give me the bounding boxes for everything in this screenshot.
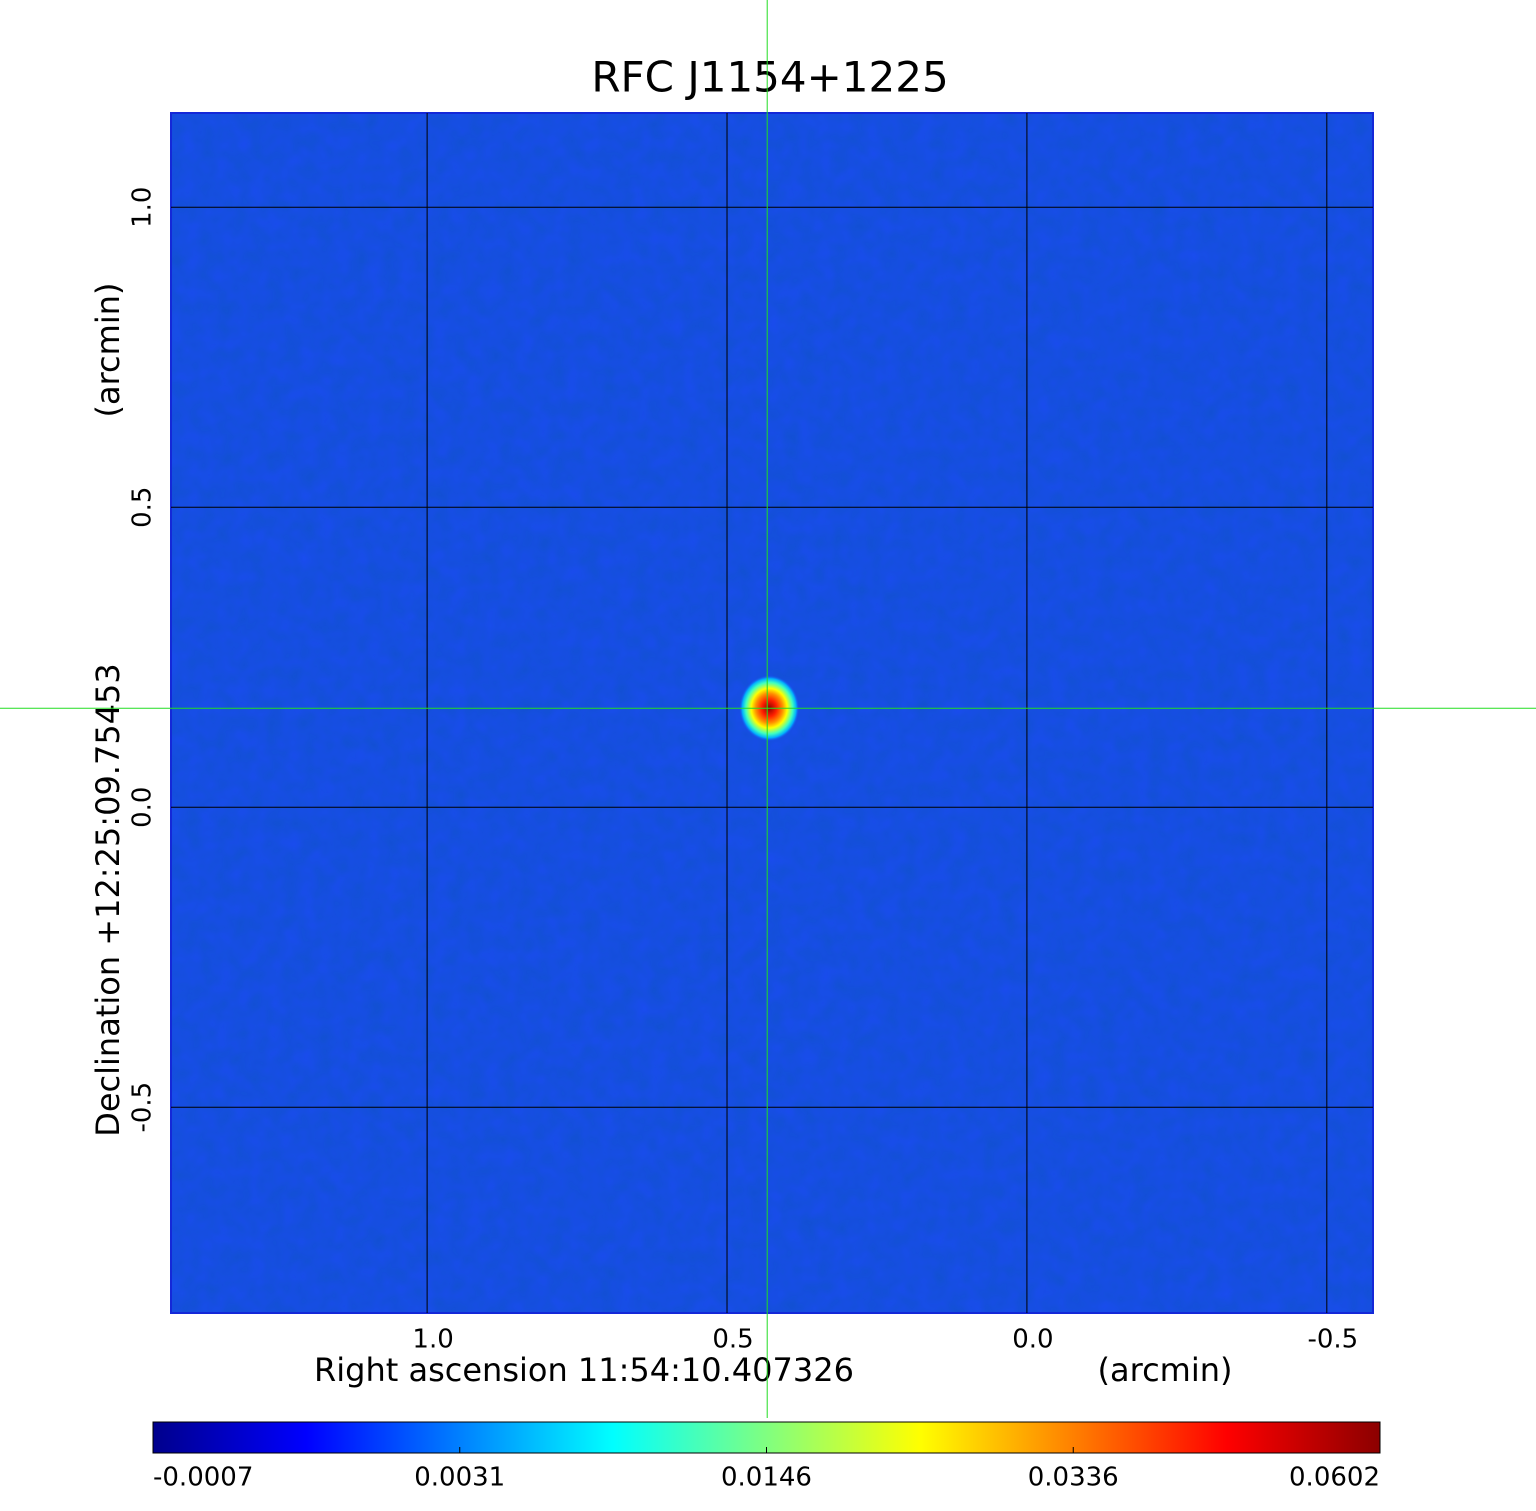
colorbar-tick-label: -0.0007 bbox=[153, 1463, 253, 1493]
colorbar-tick-label: 0.0146 bbox=[721, 1463, 812, 1493]
image-border bbox=[170, 112, 1374, 1314]
x-axis-label: Right ascension 11:54:10.407326 bbox=[314, 1351, 854, 1389]
x-tick-label: 1.0 bbox=[412, 1325, 453, 1355]
y-tick-label: -0.5 bbox=[128, 1082, 158, 1133]
colorbar-tick-label: 0.0336 bbox=[1028, 1463, 1119, 1493]
colorbar-tick-label: 0.0602 bbox=[1289, 1463, 1380, 1493]
colorbar-tick-label: 0.0031 bbox=[414, 1463, 505, 1493]
x-tick-label: 0.5 bbox=[712, 1325, 753, 1355]
x-tick-label: 0.0 bbox=[1012, 1325, 1053, 1355]
x-axis-unit: (arcmin) bbox=[1098, 1351, 1233, 1389]
chart-title: RFC J1154+1225 bbox=[591, 53, 948, 102]
y-axis-label: Declination +12:25:09.75453 bbox=[89, 663, 127, 1137]
y-axis-unit: (arcmin) bbox=[89, 283, 127, 418]
x-tick-label: -0.5 bbox=[1307, 1325, 1358, 1355]
y-tick-label: 0.0 bbox=[128, 787, 158, 828]
y-tick-label: 1.0 bbox=[128, 187, 158, 228]
y-tick-label: 0.5 bbox=[128, 487, 158, 528]
